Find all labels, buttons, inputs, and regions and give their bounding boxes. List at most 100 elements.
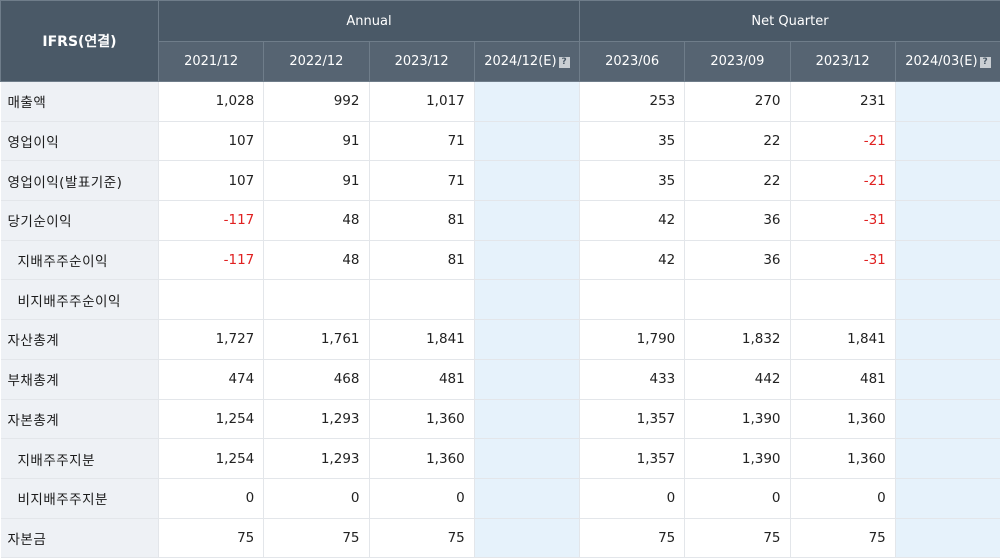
value-cell: 1,727 — [159, 320, 264, 360]
value-cell — [895, 161, 1000, 201]
value-cell — [895, 240, 1000, 280]
value-cell — [474, 280, 579, 320]
row-label: 비지배주주순이익 — [1, 280, 159, 320]
row-label: 영업이익(발표기준) — [1, 161, 159, 201]
value-cell: 0 — [369, 478, 474, 518]
value-cell: 1,390 — [685, 399, 790, 439]
value-cell: 1,357 — [580, 399, 685, 439]
row-label: 영업이익 — [1, 121, 159, 161]
value-cell — [264, 280, 369, 320]
value-cell — [474, 320, 579, 360]
value-cell: 75 — [790, 518, 895, 558]
value-cell: -117 — [159, 201, 264, 241]
value-cell: 474 — [159, 359, 264, 399]
value-cell: 107 — [159, 161, 264, 201]
table-row: 비지배주주순이익 — [1, 280, 1000, 320]
value-cell: 270 — [685, 82, 790, 122]
period-header: 2022/12 — [264, 42, 369, 82]
value-cell — [474, 359, 579, 399]
value-cell: 1,841 — [369, 320, 474, 360]
value-cell: 1,360 — [369, 399, 474, 439]
row-label: 지배주주지분 — [1, 439, 159, 479]
period-header: 2023/12 — [369, 42, 474, 82]
value-cell: 81 — [369, 201, 474, 241]
value-cell: 36 — [685, 201, 790, 241]
value-cell: 42 — [580, 201, 685, 241]
period-header-estimate[interactable]: 2024/12(E)? — [474, 42, 579, 82]
period-header: 2021/12 — [159, 42, 264, 82]
period-label: 2024/12(E) — [484, 54, 556, 69]
value-cell: 91 — [264, 121, 369, 161]
value-cell — [159, 280, 264, 320]
header-group-row: IFRS(연결) Annual Net Quarter — [1, 1, 1000, 42]
value-cell — [474, 201, 579, 241]
value-cell: 1,761 — [264, 320, 369, 360]
value-cell: 71 — [369, 121, 474, 161]
value-cell — [474, 240, 579, 280]
row-label: 지배주주순이익 — [1, 240, 159, 280]
value-cell — [474, 82, 579, 122]
value-cell: 0 — [685, 478, 790, 518]
value-cell: 1,360 — [790, 439, 895, 479]
value-cell: 22 — [685, 161, 790, 201]
period-header: 2023/06 — [580, 42, 685, 82]
ifrs-header: IFRS(연결) — [1, 1, 159, 82]
help-icon[interactable]: ? — [559, 57, 570, 68]
period-header: 2023/12 — [790, 42, 895, 82]
value-cell — [369, 280, 474, 320]
value-cell: 1,390 — [685, 439, 790, 479]
value-cell — [474, 161, 579, 201]
value-cell — [474, 121, 579, 161]
value-cell: -117 — [159, 240, 264, 280]
value-cell: 0 — [580, 478, 685, 518]
row-label: 자본총계 — [1, 399, 159, 439]
value-cell — [895, 478, 1000, 518]
value-cell: 481 — [369, 359, 474, 399]
value-cell: 433 — [580, 359, 685, 399]
row-label: 매출액 — [1, 82, 159, 122]
value-cell — [895, 121, 1000, 161]
value-cell: 22 — [685, 121, 790, 161]
value-cell — [474, 478, 579, 518]
value-cell: 481 — [790, 359, 895, 399]
value-cell: 71 — [369, 161, 474, 201]
value-cell: 48 — [264, 240, 369, 280]
value-cell: 231 — [790, 82, 895, 122]
value-cell: 75 — [159, 518, 264, 558]
value-cell: 36 — [685, 240, 790, 280]
value-cell: 42 — [580, 240, 685, 280]
value-cell: 75 — [580, 518, 685, 558]
value-cell: 1,017 — [369, 82, 474, 122]
net-quarter-header: Net Quarter — [580, 1, 1000, 42]
value-cell: 0 — [264, 478, 369, 518]
value-cell: -31 — [790, 201, 895, 241]
value-cell: 1,254 — [159, 439, 264, 479]
value-cell: 35 — [580, 121, 685, 161]
period-header-estimate[interactable]: 2024/03(E)? — [895, 42, 1000, 82]
value-cell: 35 — [580, 161, 685, 201]
value-cell: 48 — [264, 201, 369, 241]
value-cell — [895, 320, 1000, 360]
help-icon[interactable]: ? — [980, 57, 991, 68]
value-cell: 1,360 — [790, 399, 895, 439]
value-cell: 992 — [264, 82, 369, 122]
row-label: 자산총계 — [1, 320, 159, 360]
value-cell — [474, 439, 579, 479]
value-cell: -21 — [790, 161, 895, 201]
value-cell — [895, 359, 1000, 399]
value-cell: 91 — [264, 161, 369, 201]
value-cell: -21 — [790, 121, 895, 161]
value-cell: 1,293 — [264, 399, 369, 439]
value-cell: 0 — [790, 478, 895, 518]
value-cell: 1,360 — [369, 439, 474, 479]
